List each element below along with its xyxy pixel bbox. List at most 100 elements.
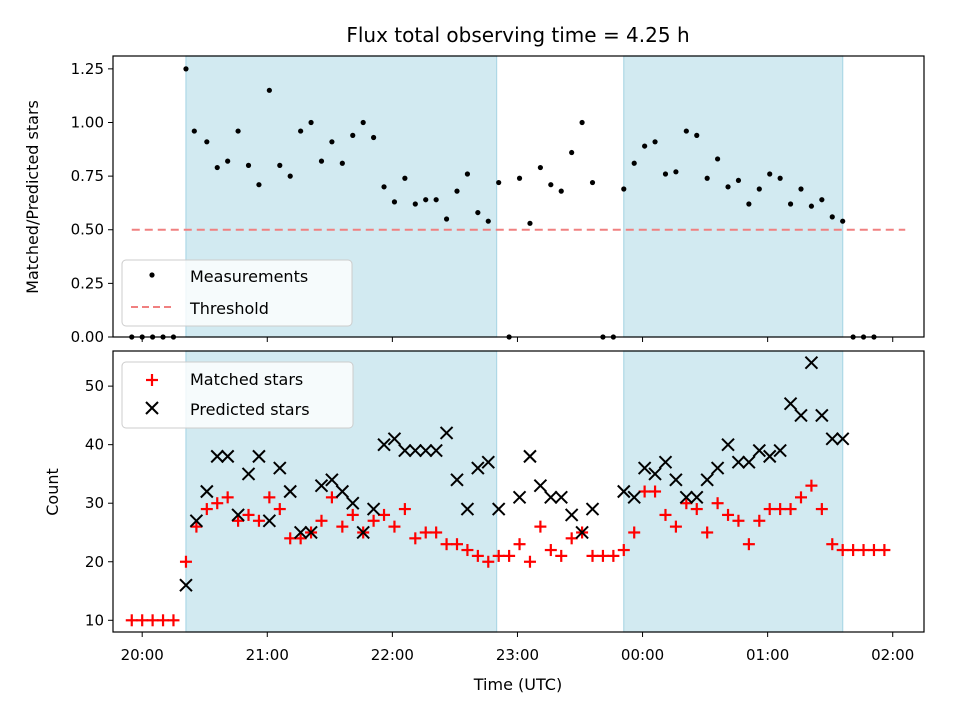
measurement-point (777, 175, 783, 181)
top-legend-box (121, 259, 353, 327)
measurement-point (683, 128, 689, 134)
matched-star-point (847, 544, 860, 557)
measurement-point (225, 158, 231, 164)
measurement-point (673, 169, 679, 175)
predicted-star-point (658, 455, 673, 469)
matched-star-point (732, 514, 745, 527)
measurement-point (589, 179, 596, 186)
x-tick-label: 02:00 (871, 646, 914, 664)
measurement-point (454, 188, 460, 194)
predicted-star-point (408, 443, 423, 458)
predicted-star-point (690, 490, 704, 505)
y-tick-label: 0.50 (71, 221, 104, 239)
measurement-point (402, 175, 408, 181)
bottom-y-ticks: 10 20 30 40 50 (85, 377, 113, 629)
measurement-point (475, 209, 481, 216)
predicted-star-point (356, 525, 370, 540)
predicted-star-point (314, 478, 329, 493)
x-tick-label: 23:00 (496, 646, 539, 664)
predicted-star-point (335, 484, 350, 499)
measurement-point (767, 171, 773, 177)
y-tick-label: 20 (85, 553, 104, 571)
predicted-star-point (241, 467, 256, 481)
matched-star-point (430, 526, 443, 539)
predicted-star-point (773, 443, 787, 458)
bottom-legend: Matched stars Predicted stars (121, 361, 354, 429)
matched-star-point (815, 503, 828, 516)
matched-star-point (857, 544, 870, 557)
measurement-point (360, 119, 366, 126)
legend-matched-label: Matched stars (190, 370, 303, 389)
measurement-point (277, 162, 283, 168)
bottom-y-axis-label: Count (43, 468, 62, 516)
predicted-star-point (481, 455, 495, 469)
matched-star-point (763, 503, 776, 516)
predicted-star-point (387, 432, 402, 446)
top-panel: 0.00 0.25 0.50 0.75 1.00 1.25 Matched/Predict… (23, 55, 925, 346)
matched-star-point (701, 526, 714, 539)
matched-star-markers (125, 479, 891, 627)
measurement-point (746, 201, 752, 207)
measurement-point (516, 175, 523, 181)
matched-star-point (680, 497, 693, 510)
predicted-star-point (700, 473, 714, 487)
matched-star-point (805, 479, 818, 492)
legend-threshold-label: Threshold (189, 299, 269, 318)
matched-star-point (440, 538, 453, 551)
measurement-point (350, 132, 356, 138)
matched-star-point (388, 520, 401, 533)
predicted-star-point (721, 437, 735, 452)
legend-measurements-label: Measurements (190, 267, 308, 286)
matched-star-point (461, 544, 474, 557)
predicted-star-point (731, 455, 746, 469)
matched-star-point (649, 485, 662, 498)
predicted-star-point (585, 502, 600, 516)
predicted-star-point (491, 502, 506, 516)
matched-star-point (867, 544, 880, 557)
y-tick-label: 0.75 (71, 167, 104, 185)
measurement-point (433, 197, 439, 203)
measurement-point (621, 186, 627, 192)
matched-star-point (200, 503, 213, 516)
predicted-star-point (804, 356, 819, 370)
measurement-point (735, 177, 742, 184)
y-tick-label: 10 (85, 611, 104, 629)
measurement-point (464, 171, 471, 177)
measurement-point (819, 197, 825, 203)
matched-star-point (232, 514, 245, 527)
bottom-axes-frame (112, 350, 925, 633)
measurement-point (725, 184, 731, 190)
measurement-point (214, 164, 220, 171)
predicted-star-point (304, 525, 318, 540)
predicted-star-point (815, 408, 829, 423)
x-tick-label: 00:00 (621, 646, 664, 664)
matched-star-point (638, 485, 651, 498)
top-axes-frame (112, 55, 925, 338)
predicted-star-point (460, 502, 475, 516)
matched-star-point (617, 544, 630, 557)
predicted-star-point (710, 461, 725, 475)
predicted-star-point (429, 443, 443, 458)
measurement-point (808, 203, 815, 209)
predicted-star-point (262, 514, 277, 528)
measurement-point (235, 128, 241, 134)
shaded-interval (623, 55, 844, 338)
predicted-star-point (512, 490, 527, 505)
matched-star-point (336, 520, 349, 533)
measurement-point (756, 186, 762, 192)
predicted-star-point (398, 443, 412, 458)
y-tick-label: 0.00 (71, 328, 104, 346)
measurement-point (840, 218, 846, 224)
matched-star-point (367, 514, 380, 527)
matched-star-point (179, 555, 192, 568)
predicted-star-point (679, 490, 694, 505)
matched-star-point (471, 549, 484, 562)
legend-predicted-label: Predicted stars (190, 400, 310, 419)
matched-star-point (125, 614, 138, 627)
matched-star-point (211, 497, 224, 510)
matched-star-point (378, 508, 391, 521)
predicted-star-point (742, 455, 756, 469)
predicted-star-point (648, 467, 662, 481)
measurement-point (412, 201, 418, 207)
predicted-star-point (325, 473, 339, 487)
